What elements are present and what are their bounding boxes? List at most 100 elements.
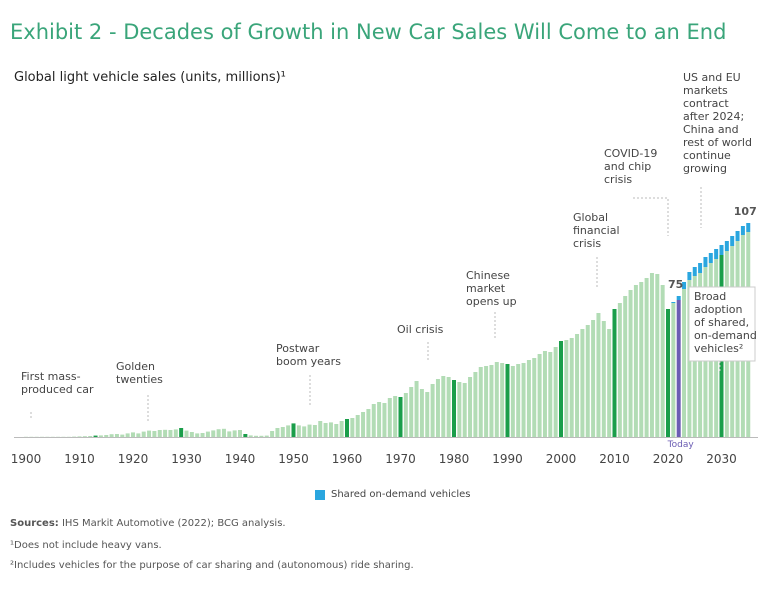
- bar-1957: [328, 422, 333, 437]
- shared-bar-2023: [682, 282, 687, 289]
- annotation-broad-line-1: adoption: [694, 303, 743, 316]
- bar-2011: [617, 303, 622, 437]
- bar-1976: [430, 384, 435, 437]
- bar-2010: [612, 309, 617, 437]
- bar-1959: [339, 421, 344, 437]
- shared-bar-2021: [671, 302, 676, 303]
- bar-1955: [318, 421, 323, 437]
- bar-2020: [666, 309, 670, 437]
- bar-1932: [195, 433, 200, 437]
- annotation-useu-line-2: contract: [683, 97, 729, 110]
- shared-bar-2024: [687, 272, 692, 280]
- bar-2012: [623, 296, 628, 437]
- bar-1983: [468, 377, 473, 437]
- bar-1934: [205, 431, 210, 437]
- bar-1917: [114, 434, 119, 437]
- bar-2023: [682, 289, 687, 437]
- x-tick-1940: 1940: [225, 452, 256, 466]
- bar-2015: [639, 282, 644, 437]
- bar-1912: [88, 436, 93, 437]
- bar-1986: [484, 366, 489, 437]
- bar-1924: [152, 431, 157, 437]
- bar-1984: [473, 372, 478, 437]
- bar-1970: [398, 397, 403, 437]
- bar-1997: [542, 351, 547, 437]
- annotation-covid-line-0: COVID-19: [604, 147, 657, 160]
- annotation-oil-line-0: Oil crisis: [397, 323, 444, 336]
- shared-bar-2022: [676, 296, 681, 300]
- bar-1913: [93, 435, 98, 437]
- exhibit-title: Exhibit 2 - Decades of Growth in New Car…: [10, 20, 727, 44]
- bar-1994: [526, 360, 531, 437]
- sources-text: IHS Markit Automotive (2022); BCG analys…: [58, 518, 286, 529]
- bar-1953: [307, 424, 312, 437]
- bar-2002: [569, 338, 574, 437]
- bar-1931: [189, 432, 194, 437]
- bar-1973: [414, 381, 419, 437]
- bar-1969: [393, 396, 398, 437]
- value-label-2022: 75: [668, 278, 683, 291]
- sales-chart: 1900 1910 1920 1930 1940 1950 1960 1970 1980 1990…: [11, 71, 758, 466]
- x-tick-1990: 1990: [492, 452, 523, 466]
- annotation-broad-line-2: of shared,: [694, 316, 749, 329]
- bar-2018: [655, 274, 660, 437]
- legend-shared-swatch: [315, 489, 325, 500]
- shared-bar-2030: [719, 245, 724, 255]
- annotation-broad-line-4: vehicles²: [694, 342, 743, 355]
- bar-1926: [163, 429, 168, 437]
- bar-1974: [419, 389, 424, 437]
- x-tick-1930: 1930: [171, 452, 202, 466]
- bar-1911: [82, 436, 87, 437]
- legend: Shared on-demand vehicles: [315, 489, 471, 500]
- annotation-postwar-line-1: boom years: [276, 355, 341, 368]
- bar-1975: [425, 392, 430, 437]
- annotation-useu-line-7: growing: [683, 162, 727, 175]
- bar-1948: [280, 427, 285, 437]
- shared-bar-2029: [714, 249, 719, 259]
- bar-2022: [676, 300, 681, 437]
- shared-bar-2028: [708, 253, 713, 263]
- shared-bar-2034: [740, 226, 745, 235]
- bar-1964: [366, 409, 371, 437]
- bar-1947: [275, 428, 280, 437]
- bar-1922: [141, 431, 146, 437]
- annotation-covid-line-2: crisis: [604, 173, 632, 186]
- value-label-2035: 107: [734, 205, 757, 218]
- bar-1989: [500, 363, 505, 437]
- annotation-useu-line-5: rest of world: [683, 136, 752, 149]
- bar-1952: [302, 426, 307, 437]
- bar-1956: [323, 423, 328, 437]
- annotation-chinese-line-0: Chinese: [466, 269, 510, 282]
- annotation-useu-line-1: markets: [683, 84, 728, 97]
- shared-bar-2035: [746, 223, 751, 232]
- bar-1972: [409, 387, 414, 437]
- annotation-gfc-line-2: crisis: [573, 237, 601, 250]
- bar-1929: [179, 428, 184, 437]
- bar-2005: [585, 325, 590, 437]
- bar-2004: [580, 329, 585, 437]
- annotation-golden-line-1: twenties: [116, 373, 163, 386]
- annotation-useu-line-4: China and: [683, 123, 739, 136]
- bar-1998: [548, 352, 553, 437]
- legend-shared-label: Shared on-demand vehicles: [331, 489, 471, 500]
- bar-1950: [291, 423, 296, 437]
- x-tick-1970: 1970: [385, 452, 416, 466]
- bar-2009: [607, 329, 612, 437]
- bar-1944: [259, 435, 264, 437]
- leader-covid: [633, 197, 669, 236]
- bar-1933: [200, 433, 205, 437]
- chart-subtitle: Global light vehicle sales (units, milli…: [14, 70, 286, 85]
- bar-2003: [575, 334, 580, 437]
- x-tick-1960: 1960: [332, 452, 363, 466]
- bar-1938: [227, 431, 232, 437]
- bar-1996: [537, 354, 542, 437]
- x-tick-1950: 1950: [278, 452, 309, 466]
- bar-1995: [532, 358, 537, 437]
- today-label: Today: [667, 440, 695, 450]
- shared-bar-2025: [692, 267, 697, 276]
- annotation-useu-line-6: continue: [683, 149, 731, 162]
- bar-1982: [462, 383, 467, 437]
- annotation-gfc-line-1: financial: [573, 224, 620, 237]
- bar-1919: [125, 433, 130, 437]
- shared-bar-2026: [698, 263, 703, 273]
